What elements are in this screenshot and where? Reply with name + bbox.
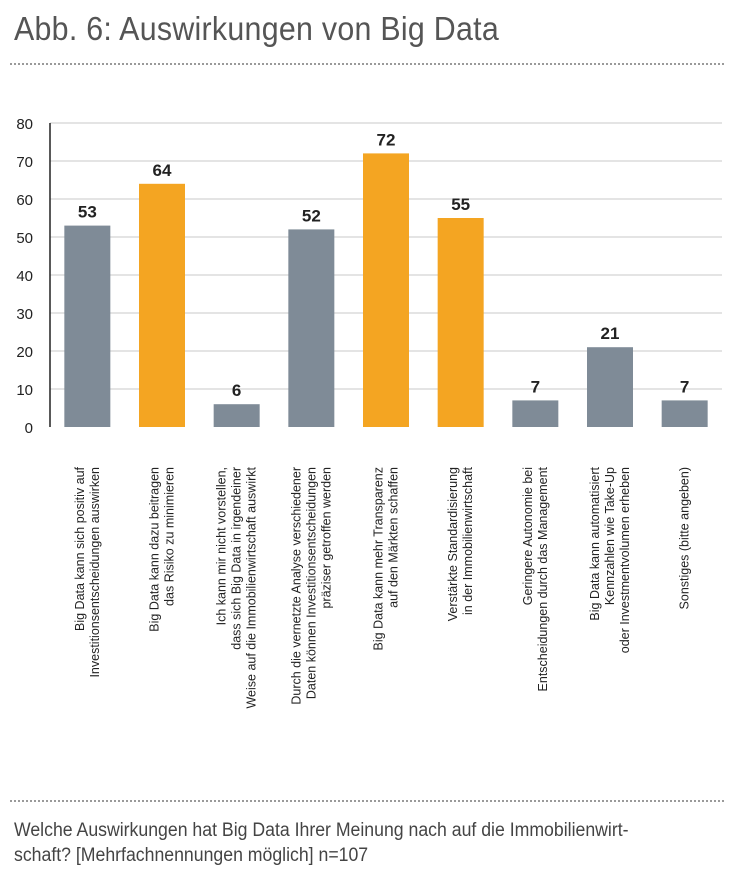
- category-label-line: Entscheidungen durch das Management: [536, 466, 550, 691]
- category-label: Big Data kann dazu beitragen das Risiko z…: [148, 467, 177, 632]
- y-axis-ticks: 0 10 20 30 40 50 60 70 80: [16, 116, 33, 437]
- category-label: Sonstiges (bitte angeben): [678, 467, 692, 609]
- bar: [64, 225, 111, 427]
- data-label: 53: [78, 203, 97, 222]
- y-tick-label: 80: [16, 116, 33, 133]
- category-label-line: Daten können Investitionsentscheidungen: [304, 467, 318, 699]
- category-label-line: dass sich Big Data in irgendeiner: [230, 467, 244, 650]
- bar: [288, 229, 335, 427]
- bottom-divider: [10, 800, 724, 802]
- y-tick-label: 40: [16, 268, 33, 285]
- data-label: 64: [153, 161, 172, 180]
- bar: [139, 183, 185, 427]
- category-label: Big Data kann sich positiv auf Investitio…: [73, 466, 102, 677]
- bar: [213, 404, 260, 427]
- data-label: 7: [531, 377, 540, 396]
- category-label: Durch die vernetzte Analyse verschiedene…: [289, 467, 333, 705]
- category-label-line: Big Data kann dazu beitragen: [148, 467, 162, 632]
- category-labels: Big Data kann sich positiv auf Investitio…: [73, 466, 692, 708]
- data-label: 6: [232, 381, 241, 400]
- category-label-line: Kennzahlen wie Take-Up: [603, 467, 617, 605]
- bar: [363, 153, 409, 427]
- category-label-line: Durch die vernetzte Analyse verschiedene…: [289, 467, 303, 705]
- chart-title: Abb. 6: Auswirkungen von Big Data: [14, 10, 500, 47]
- category-label-line: Weise auf die Immobilienwirtschaft auswi…: [245, 466, 259, 708]
- bar: [512, 400, 559, 427]
- bar: [661, 400, 708, 427]
- category-label-line: präziser getroffen werden: [319, 467, 333, 609]
- category-label-line: Big Data kann automatisiert: [588, 466, 602, 620]
- chart-caption: Welche Auswirkungen hat Big Data Ihrer M…: [14, 820, 629, 866]
- data-label: 72: [377, 130, 396, 149]
- category-label-line: in der Immobilienwirtschaft: [461, 466, 475, 614]
- y-tick-label: 20: [16, 344, 33, 361]
- category-label: Ich kann mir nicht vorstellen, dass sich …: [215, 466, 259, 708]
- category-label-line: das Risiko zu minimieren: [163, 467, 177, 606]
- data-labels: 53 64 6 52 72 55 7 21 7: [78, 130, 690, 400]
- category-label-line: oder Investmentvolumen erheben: [618, 467, 632, 653]
- data-label: 21: [601, 324, 620, 343]
- category-label-line: Investitionsentscheidungen auswirken: [88, 467, 102, 678]
- data-label: 55: [451, 195, 470, 214]
- y-tick-label: 10: [16, 382, 33, 399]
- y-tick-label: 50: [16, 230, 33, 247]
- y-tick-label: 70: [16, 154, 33, 171]
- category-label: Big Data kann mehr Transparenz auf den Mä…: [372, 467, 401, 650]
- y-tick-label: 30: [16, 306, 33, 323]
- category-label-line: Big Data kann mehr Transparenz: [372, 467, 386, 650]
- category-label: Big Data kann automatisiert Kennzahlen wi…: [588, 466, 632, 653]
- category-label-line: Verstärkte Standardisierung: [446, 467, 460, 621]
- y-tick-label: 0: [25, 420, 33, 437]
- y-tick-label: 60: [16, 192, 33, 209]
- data-label: 7: [680, 377, 689, 396]
- bar: [587, 347, 633, 427]
- bar-chart: 0 10 20 30 40 50 60 70 80 53 64 6 52 72 55 7 21 7 Big Da…: [16, 116, 722, 709]
- category-label: Geringere Autonomie bei Entscheidungen du…: [521, 466, 550, 691]
- category-label: Verstärkte Standardisierung in der Immobi…: [446, 466, 475, 621]
- category-label-line: auf den Märkten schaffen: [387, 467, 401, 608]
- top-divider: [10, 63, 724, 65]
- bar: [437, 218, 484, 427]
- data-label: 52: [302, 206, 321, 225]
- category-label-line: Geringere Autonomie bei: [521, 467, 535, 605]
- bars: [64, 153, 708, 427]
- category-label-line: Big Data kann sich positiv auf: [73, 466, 87, 631]
- category-label-line: Sonstiges (bitte angeben): [678, 467, 692, 609]
- category-label-line: Ich kann mir nicht vorstellen,: [215, 467, 229, 625]
